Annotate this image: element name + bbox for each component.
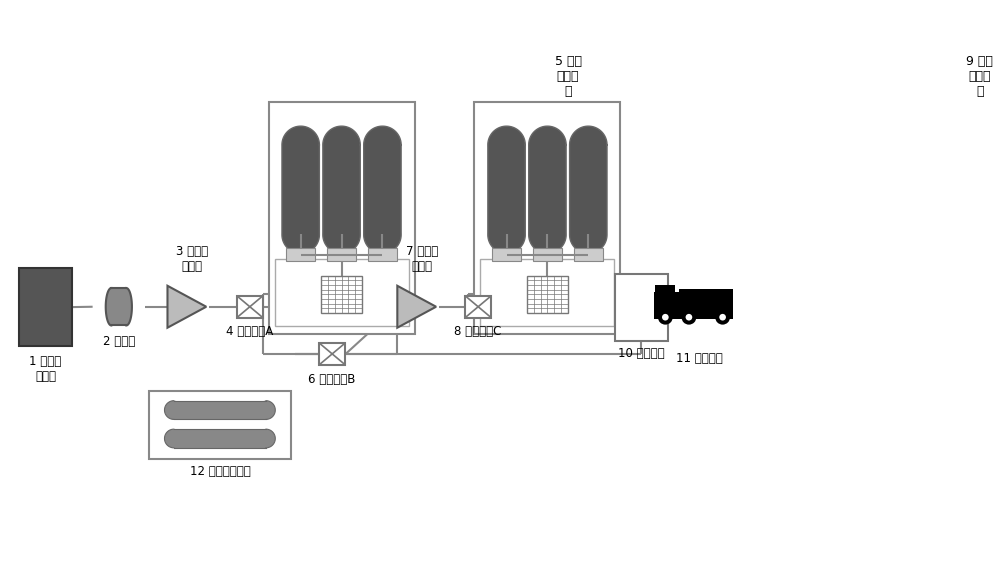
Text: 8 控制单元C: 8 控制单元C [454,325,502,339]
Bar [174,401,266,420]
Ellipse shape [364,216,401,254]
Bar [492,248,521,261]
Circle shape [719,314,726,320]
Text: 3 低压压
缩单元: 3 低压压 缩单元 [176,245,208,273]
Bar [286,248,315,261]
Text: 9 高压
储氢单
元: 9 高压 储氢单 元 [966,55,993,98]
Bar [327,248,356,261]
Ellipse shape [282,216,319,254]
Ellipse shape [164,429,183,448]
Circle shape [662,314,669,320]
Bar [615,274,668,341]
Bar [282,145,319,235]
Circle shape [715,310,730,325]
Text: 12 备用管束单元: 12 备用管束单元 [190,465,250,478]
Ellipse shape [282,126,319,164]
Text: 10 加注单元: 10 加注单元 [618,347,665,360]
Text: 5 中压
储氢单
元: 5 中压 储氢单 元 [555,55,582,98]
Bar [319,343,345,365]
Bar [474,101,620,333]
Bar [275,259,409,326]
Text: 4 控制单元A: 4 控制单元A [226,325,273,339]
Ellipse shape [106,288,117,325]
Bar [237,295,263,318]
Bar [654,292,679,319]
Bar [480,259,614,326]
Bar [174,429,266,448]
Bar [111,288,126,325]
Ellipse shape [323,126,360,164]
Text: 6 控制单元B: 6 控制单元B [308,373,356,386]
Bar [321,275,362,313]
Bar [364,145,401,235]
Ellipse shape [529,126,566,164]
Text: 7 中压压
缩单元: 7 中压压 缩单元 [406,245,438,273]
Bar [323,145,360,235]
Circle shape [686,314,692,320]
Text: 1 现场制
氢装置: 1 现场制 氢装置 [29,356,62,384]
Ellipse shape [529,216,566,254]
Bar [269,101,415,333]
Ellipse shape [323,216,360,254]
Ellipse shape [257,429,275,448]
Bar [574,248,603,261]
Bar [488,145,525,235]
Polygon shape [167,286,206,328]
Bar [149,392,291,459]
Bar [465,295,491,318]
Ellipse shape [164,401,183,420]
Bar [19,268,72,347]
Ellipse shape [488,126,525,164]
Text: 2 缓冲罐: 2 缓冲罐 [103,335,135,348]
Polygon shape [397,286,436,328]
Bar [655,285,675,292]
Bar [527,275,568,313]
Text: 11 加注车辆: 11 加注车辆 [676,352,722,365]
Ellipse shape [121,288,132,325]
Bar [533,248,562,261]
Bar [570,145,607,235]
Ellipse shape [570,126,607,164]
Ellipse shape [570,216,607,254]
Bar [529,145,566,235]
Bar [679,288,733,319]
Circle shape [658,310,673,325]
Ellipse shape [488,216,525,254]
Bar [368,248,397,261]
Ellipse shape [364,126,401,164]
Circle shape [682,310,696,325]
Ellipse shape [257,401,275,420]
